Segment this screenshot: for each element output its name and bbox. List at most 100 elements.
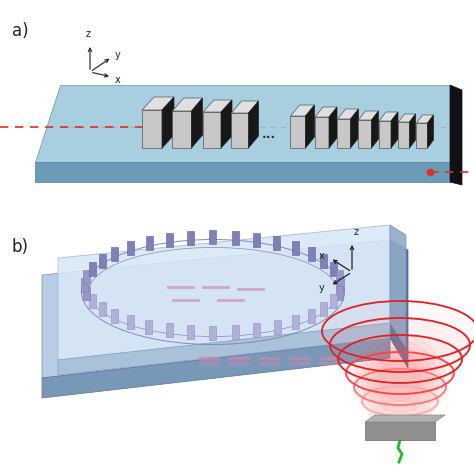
Polygon shape (99, 302, 106, 316)
Polygon shape (162, 97, 174, 148)
Polygon shape (127, 315, 134, 329)
Circle shape (373, 353, 427, 407)
Polygon shape (83, 286, 91, 301)
Polygon shape (166, 323, 173, 337)
Polygon shape (350, 109, 358, 148)
Polygon shape (330, 294, 337, 309)
Polygon shape (337, 119, 350, 148)
Polygon shape (191, 98, 202, 148)
Polygon shape (417, 115, 434, 123)
Polygon shape (358, 111, 379, 120)
Polygon shape (111, 309, 118, 323)
Polygon shape (221, 100, 232, 148)
Ellipse shape (328, 316, 472, 374)
Ellipse shape (368, 401, 432, 429)
Polygon shape (358, 120, 372, 148)
Polygon shape (58, 225, 390, 360)
Bar (365, 422, 435, 440)
Polygon shape (232, 325, 239, 339)
Polygon shape (320, 302, 328, 316)
Polygon shape (210, 326, 217, 340)
Circle shape (379, 359, 421, 401)
Polygon shape (231, 101, 258, 113)
Polygon shape (273, 319, 281, 334)
Polygon shape (35, 85, 450, 162)
Polygon shape (320, 254, 328, 268)
Polygon shape (231, 113, 248, 148)
Polygon shape (173, 98, 202, 111)
Polygon shape (315, 107, 337, 117)
Polygon shape (273, 237, 281, 250)
Text: z: z (85, 29, 91, 39)
Text: y: y (115, 50, 121, 60)
Polygon shape (291, 116, 306, 148)
Polygon shape (42, 338, 390, 398)
Polygon shape (390, 240, 408, 368)
Polygon shape (417, 123, 428, 148)
Ellipse shape (336, 333, 464, 385)
Polygon shape (253, 323, 260, 337)
Polygon shape (410, 114, 416, 148)
Polygon shape (399, 122, 410, 148)
Polygon shape (336, 286, 343, 301)
Polygon shape (89, 294, 96, 309)
Polygon shape (187, 231, 194, 245)
Polygon shape (89, 262, 96, 275)
Circle shape (355, 335, 445, 425)
Polygon shape (111, 247, 118, 261)
Polygon shape (127, 241, 134, 255)
Text: b): b) (12, 238, 29, 256)
Polygon shape (337, 109, 358, 119)
Polygon shape (292, 315, 299, 329)
Polygon shape (292, 241, 299, 255)
Polygon shape (210, 230, 217, 244)
Polygon shape (253, 233, 260, 247)
Text: x: x (318, 251, 324, 261)
Polygon shape (337, 278, 345, 292)
Polygon shape (35, 162, 450, 182)
Polygon shape (428, 115, 434, 148)
Text: ...: ... (262, 128, 276, 142)
Text: x: x (115, 75, 121, 85)
Polygon shape (83, 270, 91, 283)
Polygon shape (146, 319, 153, 334)
Polygon shape (146, 237, 153, 250)
Polygon shape (42, 240, 390, 378)
Polygon shape (142, 110, 162, 148)
Circle shape (367, 347, 433, 413)
Text: a): a) (12, 22, 28, 40)
Text: y: y (318, 283, 324, 293)
Polygon shape (203, 100, 232, 112)
Polygon shape (142, 97, 174, 110)
Polygon shape (99, 254, 106, 268)
Polygon shape (315, 117, 329, 148)
Polygon shape (187, 325, 194, 339)
Polygon shape (306, 105, 315, 148)
Polygon shape (379, 121, 391, 148)
Polygon shape (365, 415, 445, 422)
Ellipse shape (360, 384, 440, 418)
Polygon shape (390, 225, 406, 348)
Polygon shape (336, 270, 343, 283)
Polygon shape (58, 323, 390, 375)
Polygon shape (330, 262, 337, 275)
Polygon shape (232, 231, 239, 245)
Polygon shape (399, 114, 416, 122)
Polygon shape (372, 111, 379, 148)
Polygon shape (173, 111, 191, 148)
Polygon shape (291, 105, 315, 116)
Polygon shape (308, 247, 315, 261)
Polygon shape (329, 107, 337, 148)
Text: z: z (354, 227, 359, 237)
Polygon shape (82, 278, 89, 292)
Polygon shape (203, 112, 221, 148)
Polygon shape (379, 112, 398, 121)
Ellipse shape (320, 299, 474, 363)
Polygon shape (391, 112, 398, 148)
Ellipse shape (352, 367, 448, 407)
Circle shape (361, 341, 439, 419)
Polygon shape (248, 101, 258, 148)
Polygon shape (450, 85, 462, 185)
Polygon shape (166, 233, 173, 247)
Polygon shape (308, 309, 315, 323)
